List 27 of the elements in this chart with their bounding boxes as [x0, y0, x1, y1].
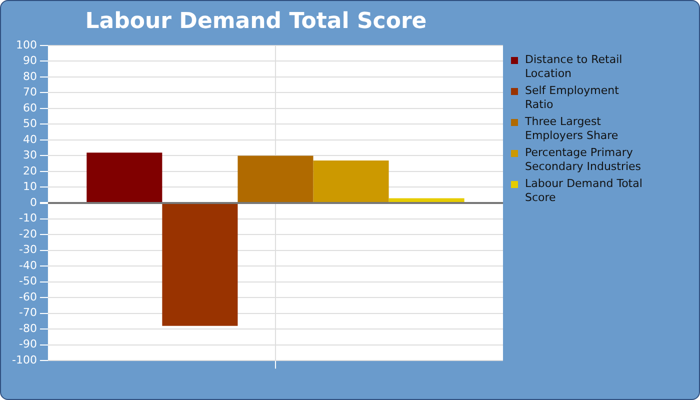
legend-label: Three Largest Employers Share: [525, 115, 620, 143]
legend-label: Distance to Retail Location: [525, 53, 624, 81]
y-tick-label: 10: [22, 180, 37, 194]
y-tick-label: 60: [22, 101, 37, 114]
y-tick-label: 40: [22, 132, 37, 146]
legend-label: Labour Demand Total Score: [525, 177, 644, 205]
y-tick-label: 0: [30, 196, 37, 209]
y-tick-label: 90: [22, 54, 37, 68]
y-tick-label: -60: [18, 290, 37, 304]
y-tick-label: -20: [18, 227, 37, 240]
y-tick-label: -50: [18, 274, 37, 288]
y-tick-label: 50: [22, 117, 37, 130]
y-tick-label: 100: [16, 38, 37, 52]
y-tick-label: -70: [18, 306, 37, 320]
y-tick-label: -90: [18, 338, 37, 351]
y-tick-label: 20: [22, 164, 37, 178]
y-tick-label: -10: [18, 212, 37, 225]
legend-label: Self Employment Ratio: [525, 84, 620, 112]
y-tick-label: -100: [12, 353, 37, 366]
y-tick-label: -80: [18, 322, 37, 335]
y-tick-label: 30: [22, 148, 37, 162]
legend-label: Percentage Primary Secondary Industries: [525, 146, 642, 174]
y-tick-label: 70: [22, 86, 37, 99]
y-tick-label: 80: [22, 70, 37, 83]
chart-title: Labour Demand Total Score: [85, 8, 427, 34]
y-tick-label: -30: [18, 243, 37, 256]
y-tick-label: -40: [18, 258, 37, 272]
